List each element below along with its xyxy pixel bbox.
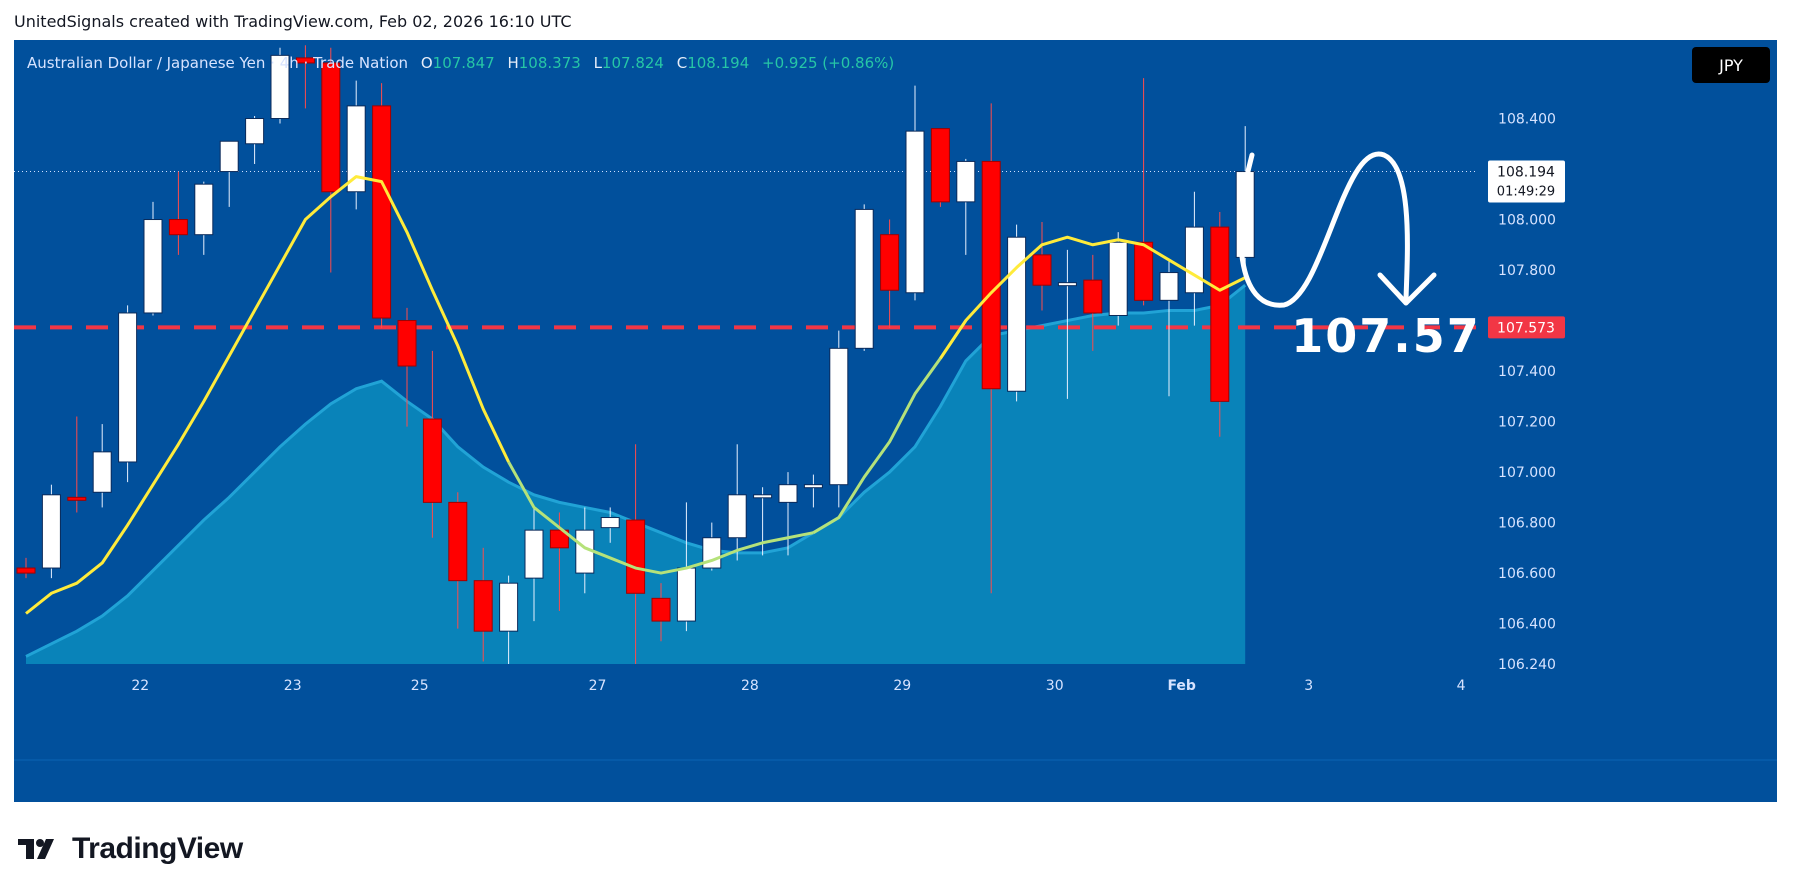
candle-bull [905,130,925,294]
x-axis-tick-label: 27 [589,678,607,694]
candle-bull [346,105,366,193]
symbol-legend: Australian Dollar / Japanese Yen · 4h · … [27,54,894,72]
candle-bear [397,320,417,367]
high-value: 108.373 [518,54,581,72]
candle-bear [321,62,341,193]
open-value: 107.847 [432,54,495,72]
x-axis-tick-label: 28 [741,678,759,694]
y-axis-tick-label: 106.400 [1498,617,1556,633]
candle-bull [854,208,874,349]
tradingview-logo-icon [18,839,54,859]
candle-bear [930,128,950,203]
candle-bull [194,183,214,236]
symbol-name: Australian Dollar / Japanese Yen · 4h · … [27,54,409,72]
candle-bull [600,517,620,529]
candle-bull [1007,236,1027,392]
price-scale[interactable] [1756,40,1777,760]
fast-ma-line [939,235,1246,360]
candle-bear [1083,279,1103,314]
candle-bear [549,529,569,549]
candle-bear [295,57,315,64]
candle-bull [143,219,163,314]
last-price-text: 108.194 [1497,165,1555,181]
level-price-badge-text: 107.573 [1497,320,1555,336]
candle-bull [245,118,265,145]
x-axis-tick-label: 30 [1046,678,1064,694]
chart-header: UnitedSignals created with TradingView.c… [14,12,572,31]
fast-ma-line [812,319,968,534]
y-axis-tick-label: 108.000 [1498,213,1556,229]
candle-bear [1210,226,1230,402]
fast-ma-line [25,175,510,615]
y-axis-tick-label: 107.800 [1498,263,1556,279]
high-label: H [507,54,519,72]
candle-bear [981,160,1001,390]
ma-area-fill [26,285,1246,664]
y-axis-tick-label: 107.400 [1498,364,1556,380]
candle-bull [92,451,112,493]
currency-button[interactable]: JPY [1692,47,1770,83]
x-axis-tick-label: Feb [1167,678,1196,694]
candle-bull [727,494,747,539]
fast-ma-line [507,461,814,575]
arrow-head-icon [1377,272,1437,306]
candle-bull [118,312,138,463]
y-axis-tick-label: 107.000 [1498,465,1556,481]
close-label: C [676,54,688,72]
level-price-badge [1488,316,1565,339]
candle-bear [448,501,468,582]
candle-bull [1184,226,1204,294]
x-axis-tick-label: 4 [1457,678,1466,694]
candle-bear [1032,254,1052,286]
projection-arrow-path [1238,151,1410,308]
y-axis-tick-label: 106.600 [1498,566,1556,582]
candle-bear [16,567,36,574]
candle-bull [499,582,519,632]
candle-bull [803,484,823,489]
open-label: O [420,54,433,72]
candle-bear [1134,241,1154,301]
candle-bull [1057,282,1077,287]
candle-bull [753,494,773,499]
x-axis-tick-label: 22 [131,678,149,694]
countdown-text: 01:49:29 [1497,185,1555,200]
y-axis-tick-label: 107.200 [1498,415,1556,431]
x-axis-tick-label: 29 [893,678,911,694]
candle-bull [1159,272,1179,301]
candle-bull [1108,241,1128,316]
candle-bear [473,580,493,632]
candle-bear [880,234,900,291]
candle-bull [41,494,61,569]
x-axis-tick-label: 23 [284,678,302,694]
candle-bull [270,54,290,120]
last-price-badge [1488,160,1565,203]
tradingview-logo-text: TradingView [72,832,243,865]
candle-bear [651,597,671,622]
change-value: +0.925 (+0.86%) [762,54,895,72]
candle-bear [168,219,188,236]
candle-bull [829,347,849,486]
y-axis-tick-label: 108.400 [1498,112,1556,128]
tradingview-logo[interactable]: TradingView [18,832,243,866]
candle-bull [956,160,976,203]
candle-bear [422,418,442,503]
candle-bull [778,484,798,503]
candle-bear [67,496,87,501]
chart-panel[interactable]: 107.57 108.400 108.000 107.800 107.400 107.2… [14,40,1777,802]
y-axis-tick-label: 106.240 [1498,657,1556,673]
low-label: L [593,54,602,72]
candle-bear [372,105,392,319]
candle-bull [524,529,544,579]
candle-bull [676,567,696,622]
x-axis-tick-label: 3 [1304,678,1313,694]
low-value: 107.824 [601,54,664,72]
price-chart[interactable]: 107.57 108.400 108.000 107.800 107.400 107.2… [14,40,1777,802]
x-axis-tick-label: 25 [411,678,429,694]
y-axis-tick-label: 106.800 [1498,516,1556,532]
close-value: 108.194 [687,54,750,72]
candle-bear [626,519,646,594]
candle-bull [219,140,239,173]
target-price-annotation: 107.57 [1291,309,1481,363]
